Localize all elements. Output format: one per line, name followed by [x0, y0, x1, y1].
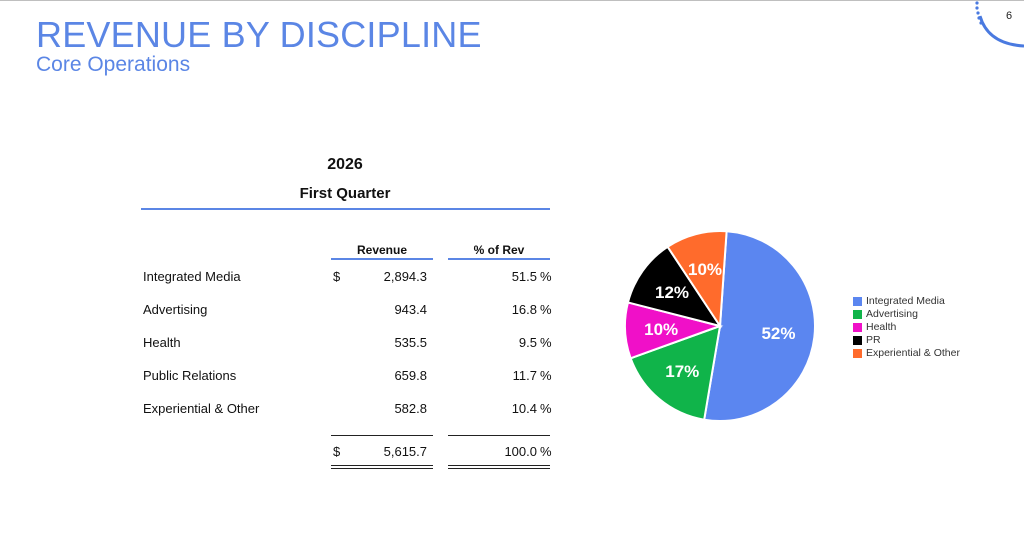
row-label: Integrated Media: [143, 269, 241, 284]
pie-data-label: 10%: [644, 320, 678, 339]
row-revenue: 582.8: [394, 401, 427, 416]
column-header-pct: % of Rev: [473, 243, 525, 257]
row-revenue: 2,894.3: [383, 269, 427, 284]
table-period: First Quarter: [299, 185, 391, 202]
percent-sign: %: [540, 444, 552, 459]
legend-label: Health: [866, 321, 897, 333]
total-double-rule-revenue: [331, 465, 433, 469]
percent-sign: %: [540, 368, 552, 383]
pie-slice-advertising: [629, 324, 722, 421]
percent-sign: %: [540, 335, 552, 350]
page-number: 6: [1005, 10, 1013, 22]
legend-swatch: [853, 297, 862, 306]
column-header-revenue: Revenue: [356, 243, 408, 257]
pie-slice-pr: [626, 245, 723, 328]
percent-sign: %: [540, 269, 552, 284]
legend-label: Advertising: [866, 308, 918, 320]
row-pct: 16.8: [511, 302, 537, 317]
page-subtitle: Core Operations: [36, 53, 191, 76]
top-divider: [0, 0, 1024, 1]
pie-data-label: 17%: [665, 362, 699, 381]
row-revenue: 535.5: [394, 335, 427, 350]
row-pct: 9.5: [518, 335, 537, 350]
row-label: Public Relations: [143, 368, 237, 383]
row-revenue: 659.8: [394, 368, 427, 383]
row-pct: 51.5: [511, 269, 537, 284]
page-title: REVENUE BY DISCIPLINE: [36, 14, 482, 55]
corner-arc-decoration: [975, 1, 1024, 48]
percent-sign: %: [540, 302, 552, 317]
legend-label: Integrated Media: [866, 295, 945, 307]
pie-slice-integrated-media: [703, 230, 816, 422]
table-year: 2026: [327, 156, 363, 173]
row-label: Experiential & Other: [143, 401, 260, 416]
percent-sign: %: [540, 401, 552, 416]
legend-label: Experiential & Other: [866, 347, 960, 359]
total-double-rule-pct: [448, 465, 550, 469]
column-rule-pct: [448, 258, 550, 260]
row-revenue: 943.4: [394, 302, 427, 317]
legend-swatch: [853, 336, 862, 345]
subtotal-rule-pct: [448, 435, 550, 436]
currency-symbol: $: [333, 444, 341, 459]
legend-swatch: [853, 323, 862, 332]
legend-swatch: [853, 349, 862, 358]
total-pct: 100.0: [504, 444, 537, 459]
legend-swatch: [853, 310, 862, 319]
legend-label: PR: [866, 334, 881, 346]
row-pct: 10.4: [511, 401, 537, 416]
row-label: Health: [143, 335, 181, 350]
subtotal-rule-revenue: [331, 435, 433, 436]
pie-data-label: 10%: [688, 260, 722, 279]
currency-symbol: $: [333, 269, 341, 284]
pie-data-label: 12%: [655, 283, 689, 302]
column-rule-revenue: [331, 258, 433, 260]
pie-slice-experiential-other: [666, 230, 728, 330]
row-label: Advertising: [143, 302, 208, 317]
revenue-pie-chart: 52% 17% 10% 12% 10%: [624, 230, 816, 422]
table-header-rule: [141, 208, 550, 210]
row-pct: 11.7: [512, 368, 537, 383]
total-revenue: 5,615.7: [383, 444, 427, 459]
pie-data-label: 52%: [761, 324, 795, 343]
